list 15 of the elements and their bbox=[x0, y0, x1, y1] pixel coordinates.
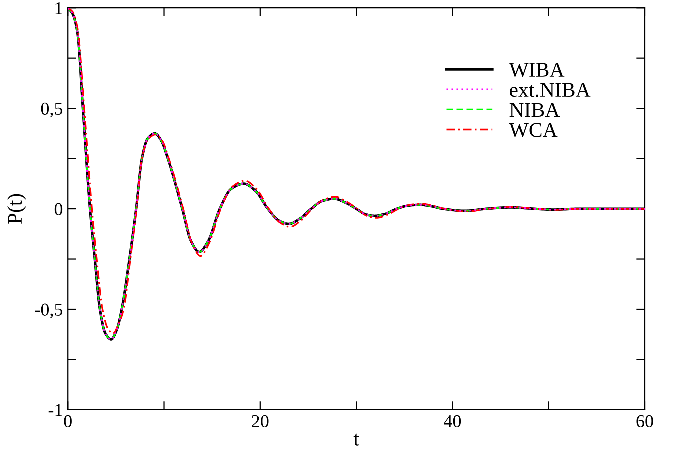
legend-label: WIBA bbox=[509, 63, 565, 78]
y-tick-label: 0,5 bbox=[41, 102, 63, 118]
legend-label: WCA bbox=[509, 123, 558, 138]
y-axis-title: P(t) bbox=[7, 194, 26, 224]
x-tick-label: 60 bbox=[636, 415, 654, 428]
legend-label: NIBA bbox=[510, 103, 560, 118]
y-tick-label: 0 bbox=[54, 203, 63, 216]
x-tick-label: 40 bbox=[444, 415, 462, 428]
y-tick-label: -1 bbox=[48, 404, 62, 416]
x-tick-label: 0 bbox=[64, 415, 72, 428]
x-tick-label: 20 bbox=[252, 415, 269, 428]
y-tick-label: -0,5 bbox=[35, 304, 63, 319]
legend-label: ext.NIBA bbox=[510, 83, 591, 98]
x-axis-title: t bbox=[354, 434, 360, 446]
y-tick-label: 1 bbox=[56, 2, 62, 14]
